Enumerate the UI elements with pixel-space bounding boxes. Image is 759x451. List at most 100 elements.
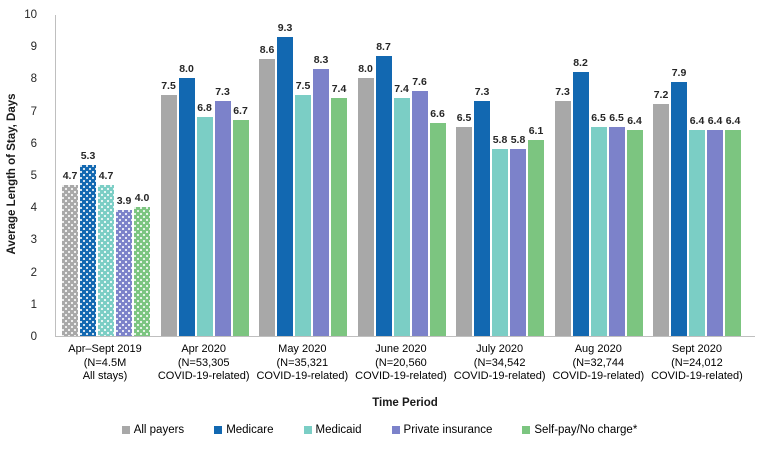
bar-value-label: 7.4 xyxy=(394,82,409,95)
y-tick-label: 10 xyxy=(24,9,37,21)
bar-slot: 6.7 xyxy=(232,15,249,336)
bar-slot: 6.4 xyxy=(689,15,705,336)
legend-item-medicare: Medicare xyxy=(214,424,274,436)
x-axis-label-5: July 2020 (N=34,542 COVID-19-related) xyxy=(453,343,546,384)
bar-value-label: 6.4 xyxy=(689,114,705,127)
bar-value-label: 7.4 xyxy=(331,82,347,95)
bar-group-5: 6.5 7.3 5.8 5.8 6.1 xyxy=(456,15,544,336)
bar-value-label: 5.3 xyxy=(80,150,96,163)
legend-swatch-medicaid xyxy=(303,426,312,434)
bar-all-payers xyxy=(456,126,472,336)
bar-slot: 7.9 xyxy=(671,15,687,336)
legend-item-self-pay-no-charge: Self-pay/No charge* xyxy=(522,424,637,436)
bar-medicare xyxy=(572,71,589,336)
bar-self-pay-no-charge xyxy=(725,129,741,336)
bar-medicaid xyxy=(196,117,213,336)
bar-all-payers xyxy=(357,78,374,336)
bar-private-insurance xyxy=(707,129,723,336)
bar-slot: 9.3 xyxy=(277,15,293,336)
bar-value-label: 6.5 xyxy=(609,111,624,124)
bar-slot: 7.4 xyxy=(331,15,347,336)
bar-value-label: 6.5 xyxy=(591,111,606,124)
legend-item-medicaid: Medicaid xyxy=(303,424,362,436)
bar-medicaid xyxy=(98,184,114,336)
x-axis-label-line: (N=32,744 xyxy=(572,356,625,369)
bar-value-label: 5.8 xyxy=(492,134,508,147)
bar-all-payers xyxy=(160,94,177,336)
bar-slot: 3.9 xyxy=(116,15,132,336)
bar-slot: 4.0 xyxy=(134,15,150,336)
x-axis-label-line: All stays) xyxy=(82,370,128,382)
legend-swatch-self-pay-no-charge xyxy=(522,426,531,434)
bar-private-insurance xyxy=(411,91,428,336)
bar-value-label: 6.4 xyxy=(725,114,741,127)
x-axis-label-3: May 2020 (N=35,321 COVID-19-related) xyxy=(256,343,349,384)
bar-value-label: 7.2 xyxy=(653,89,669,102)
bar-slot: 7.5 xyxy=(160,15,177,336)
bar-group-6: 7.3 8.2 6.5 6.5 6.4 xyxy=(554,15,643,336)
bar-value-label: 6.4 xyxy=(707,114,723,127)
bar-slot: 5.3 xyxy=(80,15,96,336)
x-axis-label-line: (N=34,542 xyxy=(473,356,526,369)
bar-medicare xyxy=(178,78,195,336)
bar-slot: 6.5 xyxy=(608,15,625,336)
bar-value-label: 7.9 xyxy=(671,66,687,79)
x-axis-label-line: COVID-19-related) xyxy=(256,370,349,382)
legend-label: Self-pay/No charge* xyxy=(534,424,638,436)
y-tick-label: 8 xyxy=(30,73,37,86)
bar-medicaid xyxy=(393,97,410,336)
x-axis-label-line: COVID-19-related) xyxy=(453,370,546,382)
bar-group-1: 4.7 5.3 4.7 3.9 4.0 xyxy=(62,15,150,336)
bar-value-label: 8.0 xyxy=(358,63,373,76)
bar-value-label: 6.7 xyxy=(233,105,248,118)
bar-slot: 7.3 xyxy=(214,15,231,336)
bar-value-label: 6.4 xyxy=(627,114,642,127)
x-axis-title: Time Period xyxy=(372,397,438,409)
bar-private-insurance xyxy=(510,149,526,336)
bar-self-pay-no-charge xyxy=(528,139,544,336)
bar-self-pay-no-charge xyxy=(331,97,347,336)
x-axis-label-line: June 2020 xyxy=(375,343,427,355)
bar-group-4: 8.0 8.7 7.4 7.6 6.6 xyxy=(357,15,446,336)
x-axis-label-line: (N=4.5M xyxy=(83,356,127,369)
bar-medicare xyxy=(474,100,490,336)
bar-value-label: 4.7 xyxy=(98,169,114,182)
x-axis-label-line: May 2020 xyxy=(278,343,327,355)
bar-private-insurance xyxy=(313,68,329,336)
x-axis-label-line: Apr 2020 xyxy=(181,343,226,355)
x-axis-label-7: Sept 2020 (N=24,012 COVID-19-related) xyxy=(651,343,743,384)
bar-group-3: 8.6 9.3 7.5 8.3 7.4 xyxy=(259,15,347,336)
bar-slot: 7.3 xyxy=(554,15,571,336)
x-axis-label-line: COVID-19-related) xyxy=(355,370,447,382)
x-axis-label-line: COVID-19-related) xyxy=(157,370,250,382)
y-tick-labels: 0 1 2 3 4 5 6 7 8 9 10 xyxy=(0,0,46,451)
y-tick-label: 3 xyxy=(30,234,37,247)
bar-value-label: 9.3 xyxy=(277,21,293,34)
bar-slot: 8.0 xyxy=(178,15,195,336)
bar-medicare xyxy=(277,36,293,336)
x-axis-label-line: Sept 2020 xyxy=(671,343,723,355)
bar-slot: 8.6 xyxy=(259,15,275,336)
y-tick-label: 2 xyxy=(30,266,37,279)
bar-private-insurance xyxy=(608,126,625,336)
bar-value-label: 3.9 xyxy=(116,195,132,208)
y-tick-label: 7 xyxy=(30,105,37,118)
legend-item-all-payers: All payers xyxy=(121,424,184,436)
y-tick-label: 1 xyxy=(30,298,37,311)
bar-value-label: 8.3 xyxy=(313,53,329,66)
y-tick-label: 4 xyxy=(30,202,37,215)
bar-private-insurance xyxy=(214,100,231,336)
y-tick-label: 6 xyxy=(30,137,37,150)
bar-self-pay-no-charge xyxy=(626,129,643,336)
bar-value-label: 8.7 xyxy=(376,40,391,53)
bar-all-payers xyxy=(653,104,669,336)
bar-group-7: 7.2 7.9 6.4 6.4 6.4 xyxy=(653,15,741,336)
bar-value-label: 8.0 xyxy=(179,63,194,76)
bar-slot: 4.7 xyxy=(98,15,114,336)
legend-swatch-all-payers xyxy=(121,426,130,434)
bar-medicare xyxy=(80,165,96,336)
x-axis-label-line: (N=35,321 xyxy=(276,356,329,369)
x-axis-label-line: COVID-19-related) xyxy=(651,370,743,382)
x-axis-label-line: (N=24,012 xyxy=(671,356,723,369)
